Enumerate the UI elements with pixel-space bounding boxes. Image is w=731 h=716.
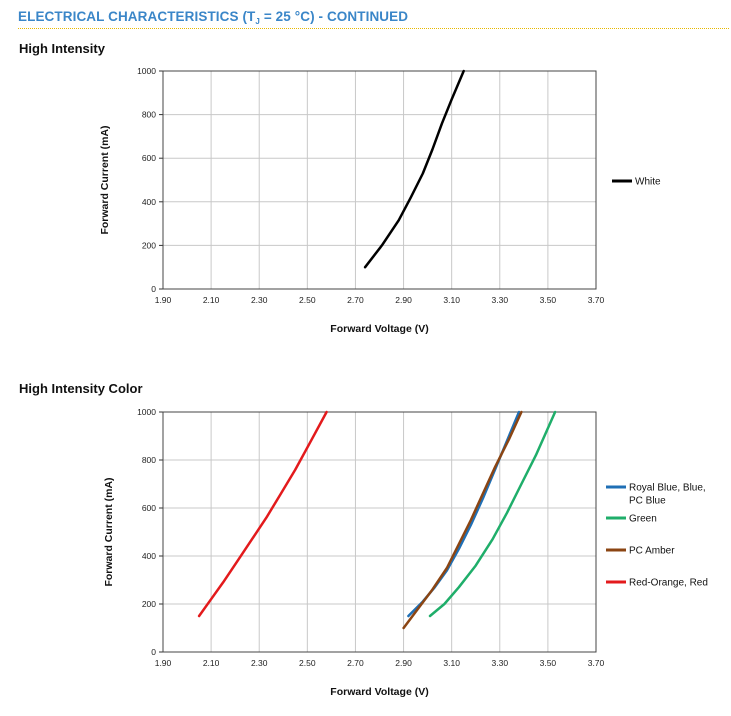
chart-1-x-tick-label: 3.70 — [588, 295, 605, 305]
chart-2-x-tick-label: 2.50 — [299, 658, 316, 668]
chart-2-plot-frame — [162, 411, 597, 653]
chart-2-title: High Intensity Color — [19, 381, 143, 396]
chart-2-y-tick-label: 200 — [142, 599, 156, 609]
chart-2-series-line-red-orange-red — [197, 410, 328, 618]
chart-1-series-line-white — [363, 69, 465, 269]
chart-1-y-tick-label: 800 — [142, 110, 156, 120]
chart-2-x-tick-label: 3.70 — [588, 658, 605, 668]
chart-1-y-tick-label: 600 — [142, 153, 156, 163]
chart-2-legend-label: Royal Blue, Blue, — [629, 483, 706, 494]
header-divider — [18, 28, 729, 29]
chart-2-x-tick-label: 1.90 — [155, 658, 172, 668]
chart-1-x-tick-label: 2.10 — [203, 295, 220, 305]
chart-1-x-tick-label: 2.30 — [251, 295, 268, 305]
chart-2-x-axis-label: Forward Voltage (V) — [330, 686, 428, 698]
chart-2-series-line-green — [428, 410, 557, 618]
chart-2-x-tick-label: 3.50 — [540, 658, 557, 668]
chart-2-y-axis-label: Forward Current (mA) — [103, 477, 115, 586]
chart-2-y-tick-label: 600 — [142, 503, 156, 513]
header-title-suffix: = 25 °C) - CONTINUED — [259, 9, 409, 24]
chart-2-y-tick-label: 0 — [151, 647, 156, 657]
chart-1-y-tick-label: 400 — [142, 197, 156, 207]
chart-2-series-line-pc-amber — [402, 410, 523, 630]
page-header: ELECTRICAL CHARACTERISTICS (TJ = 25 °C) … — [18, 9, 408, 26]
chart-1-x-tick-label: 2.50 — [299, 295, 316, 305]
chart-2-y-tick-label: 800 — [142, 455, 156, 465]
chart-2-y-tick-label: 1000 — [137, 407, 156, 417]
chart-2-x-tick-label: 3.30 — [492, 658, 509, 668]
chart-1-x-tick-label: 3.10 — [443, 295, 460, 305]
chart-2-y-tick-label: 400 — [142, 551, 156, 561]
chart-2-x-tick-label: 2.70 — [347, 658, 364, 668]
chart-1-x-axis-label: Forward Voltage (V) — [330, 323, 428, 335]
chart-2-x-tick-label: 2.30 — [251, 658, 268, 668]
chart-1-title: High Intensity — [19, 41, 105, 56]
chart-1-x-tick-label: 1.90 — [155, 295, 172, 305]
header-title-sub: J — [255, 17, 260, 26]
chart-2-legend-label: PC Amber — [629, 546, 675, 557]
chart-1-y-tick-label: 1000 — [137, 66, 156, 76]
chart-1-plot-frame — [162, 70, 597, 290]
chart-2-legend-label: PC Blue — [629, 496, 666, 507]
chart-1-x-tick-label: 2.90 — [395, 295, 412, 305]
chart-1-legend-label: White — [635, 177, 661, 188]
chart-2-series-line-royal-blue-blue-pc-blue — [407, 410, 521, 618]
chart-1-y-tick-label: 200 — [142, 240, 156, 250]
chart-2-legend-label: Green — [629, 514, 657, 525]
chart-1-x-tick-label: 2.70 — [347, 295, 364, 305]
header-title-prefix: ELECTRICAL CHARACTERISTICS (T — [18, 9, 256, 24]
chart-1-x-tick-label: 3.30 — [492, 295, 509, 305]
chart-1-y-axis-label: Forward Current (mA) — [99, 125, 111, 234]
chart-2-x-tick-label: 3.10 — [443, 658, 460, 668]
chart-2-legend-label: Red-Orange, Red — [629, 578, 708, 589]
chart-1-x-tick-label: 3.50 — [540, 295, 557, 305]
chart-2-x-tick-label: 2.10 — [203, 658, 220, 668]
chart-2-x-tick-label: 2.90 — [395, 658, 412, 668]
chart-1-y-tick-label: 0 — [151, 284, 156, 294]
